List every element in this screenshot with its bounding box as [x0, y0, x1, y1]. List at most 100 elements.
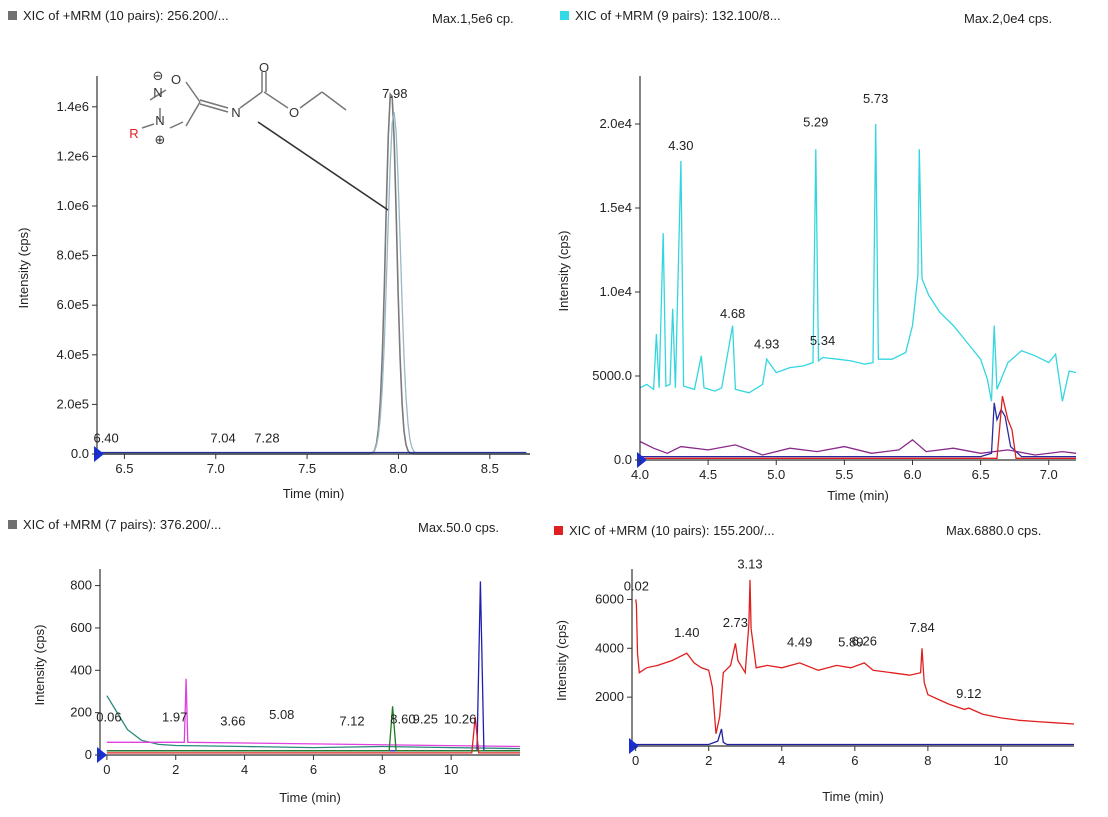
y-axis-label: Intensity (cps) [554, 620, 569, 701]
bond-line [199, 103, 229, 113]
chart-header-max: Max.6880.0 cps. [946, 523, 1042, 538]
x-tick-label: 8 [379, 762, 386, 777]
chart-panel-2: XIC of +MRM (9 pairs): 132.100/8... Max.… [554, 0, 1108, 505]
origin-marker [97, 747, 107, 763]
atom-label: N [155, 113, 164, 128]
peak-label: 6.26 [852, 634, 877, 649]
peak-label: 2.73 [723, 615, 748, 630]
peak-label: 5.34 [810, 333, 835, 348]
atom-label: O [259, 60, 269, 75]
x-axis-label: Time (min) [827, 488, 889, 503]
peak-label: 5.73 [863, 91, 888, 106]
peak-label: 7.84 [909, 620, 934, 635]
bond-line [321, 91, 347, 111]
x-tick-label: 7.0 [207, 461, 225, 476]
peak-label: 5.08 [269, 707, 294, 722]
y-tick-label: 8.0e5 [56, 248, 89, 263]
chart-panel-4: XIC of +MRM (10 pairs): 155.200/... Max.… [554, 505, 1108, 817]
y-tick-label: 200 [70, 705, 92, 720]
peak-label: 3.13 [737, 557, 762, 572]
series-line [106, 716, 520, 754]
peak-label: 1.97 [162, 709, 187, 724]
atom-label: N [153, 85, 162, 100]
bond-line [199, 99, 229, 109]
x-tick-label: 7.5 [298, 461, 316, 476]
y-axis-label: Intensity (cps) [32, 625, 47, 706]
y-tick-label: 2.0e4 [599, 116, 632, 131]
peak-label: 5.89 [838, 635, 863, 650]
chart-header-title: XIC of +MRM (10 pairs): 256.200/... [8, 8, 229, 23]
y-tick-label: 800 [70, 578, 92, 593]
x-tick-label: 6 [851, 753, 858, 768]
y-tick-label: 1.5e4 [599, 200, 632, 215]
series-line [639, 438, 1077, 456]
peak-label: 4.68 [720, 306, 745, 321]
series-line [639, 123, 1077, 402]
peak-label: 0.02 [624, 579, 649, 594]
y-tick-label: 0 [85, 747, 92, 762]
x-tick-label: 8 [924, 753, 931, 768]
x-tick-label: 0 [103, 762, 110, 777]
x-tick-label: 10 [994, 753, 1008, 768]
negative-charge-icon: ⊖ [153, 68, 164, 83]
chart-panel-3: XIC of +MRM (7 pairs): 376.200/... Max.5… [0, 505, 554, 817]
chart-svg: 4.0 4.5 5.0 5.5 6.0 6.5 7.0 0.0 5000.0 1.0e4 1.5e4… [556, 76, 1077, 503]
positive-charge-icon: ⊕ [155, 132, 166, 147]
peak-label: 6.40 [93, 431, 118, 446]
x-tick-label: 2 [705, 753, 712, 768]
bond-line [141, 123, 155, 129]
series-line [97, 92, 530, 455]
bond-line [169, 121, 184, 129]
y-tick-label: 5000.0 [592, 368, 632, 383]
x-tick-label: 2 [172, 762, 179, 777]
peak-label: 7.98 [382, 86, 407, 101]
y-tick-label: 1.4e6 [56, 99, 89, 114]
x-tick-label: 6 [310, 762, 317, 777]
x-tick-label: 6.5 [115, 461, 133, 476]
x-tick-label: 8.0 [389, 461, 407, 476]
peak-label: 7.04 [210, 431, 235, 446]
bond-line [239, 91, 263, 109]
y-tick-label: 1.2e6 [56, 148, 89, 163]
y-tick-label: 0.0 [71, 446, 89, 461]
y-tick-label: 6000 [595, 591, 624, 606]
legend-swatch [560, 11, 569, 20]
x-axis-label: Time (min) [279, 790, 341, 805]
origin-marker [629, 738, 639, 754]
y-tick-label: 1.0e6 [56, 198, 89, 213]
bond-line [185, 81, 201, 103]
atom-label: O [171, 72, 181, 87]
bond-line [149, 89, 167, 101]
chart-header-title: XIC of +MRM (7 pairs): 376.200/... [8, 517, 221, 532]
x-axis-label: Time (min) [822, 789, 884, 804]
origin-marker [94, 446, 104, 462]
x-tick-label: 6.5 [972, 467, 990, 482]
x-tick-label: 7.0 [1040, 467, 1058, 482]
x-tick-label: 10 [444, 762, 458, 777]
peak-label: 3.66 [220, 714, 245, 729]
y-tick-label: 1.0e4 [599, 284, 632, 299]
bond-line [185, 101, 201, 127]
x-tick-label: 5.5 [835, 467, 853, 482]
x-tick-label: 4.5 [699, 467, 717, 482]
y-axis-label: Intensity (cps) [16, 228, 31, 309]
series-line [635, 728, 1074, 746]
y-tick-label: 2.0e5 [56, 396, 89, 411]
series-line [635, 579, 1075, 734]
atom-label-r: R [129, 126, 138, 141]
peak-label: 0.06 [96, 709, 121, 724]
peak-label: 7.28 [254, 431, 279, 446]
bond-line [263, 91, 289, 109]
chart-header-title: XIC of +MRM (9 pairs): 132.100/8... [560, 8, 781, 23]
y-tick-label: 400 [70, 662, 92, 677]
y-tick-label: 4000 [595, 640, 624, 655]
y-tick-label: 6.0e5 [56, 297, 89, 312]
y-tick-label: 0.0 [614, 452, 632, 467]
peak-label: 9.12 [956, 686, 981, 701]
series-line [640, 396, 1076, 459]
atom-label: N [231, 105, 240, 120]
x-tick-label: 0 [632, 753, 639, 768]
peak-label: 4.93 [754, 336, 779, 351]
peak-label: 9.25 [413, 711, 438, 726]
chart-svg: 6.5 7.0 7.5 8.0 8.5 0.0 2.0e5 4.0e5 6.0e5 8.0e5 1.… [16, 60, 530, 501]
